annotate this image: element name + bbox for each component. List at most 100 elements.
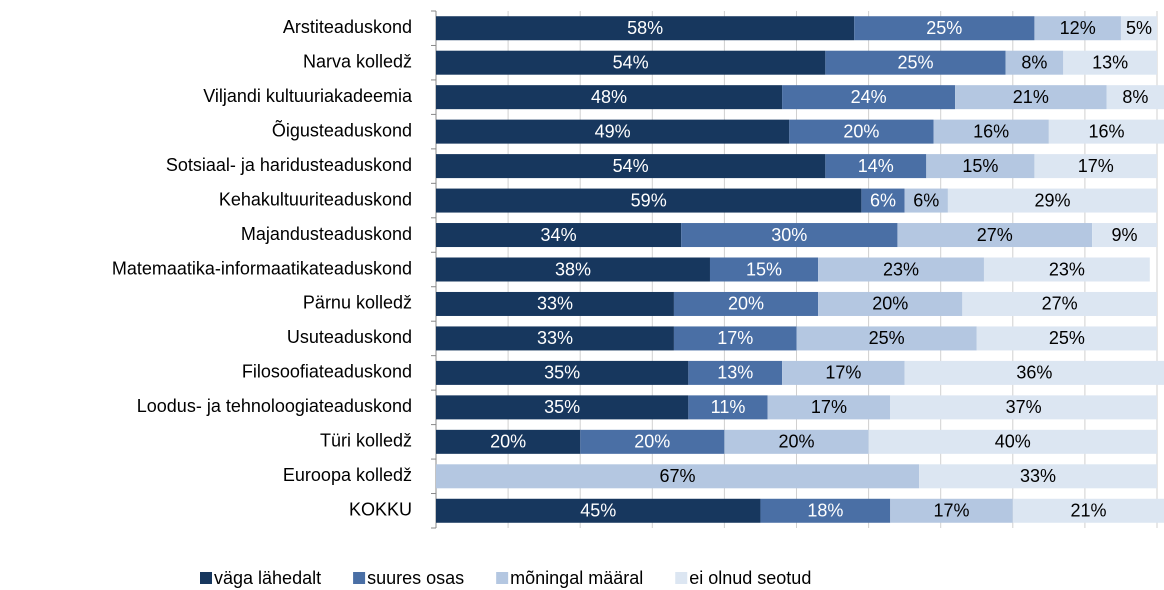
y-tick-label: Õigusteaduskond — [272, 119, 412, 140]
y-tick-label: Narva kolledž — [303, 51, 412, 71]
value-label: 35% — [544, 397, 580, 417]
value-label: 23% — [1049, 259, 1085, 279]
bar-segment — [436, 223, 682, 248]
bar-segment — [1034, 154, 1157, 179]
bar-segment — [436, 188, 862, 213]
bar-segment — [436, 291, 674, 316]
value-label: 37% — [1006, 397, 1042, 417]
value-label: 27% — [1042, 294, 1078, 314]
y-tick-label: Viljandi kultuuriakadeemia — [203, 86, 413, 106]
bar-segment — [976, 326, 1157, 351]
y-tick-label: Majandusteaduskond — [241, 224, 412, 244]
value-label: 33% — [1020, 466, 1056, 486]
value-label: 27% — [977, 225, 1013, 245]
value-label: 23% — [883, 259, 919, 279]
value-label: 8% — [1122, 87, 1148, 107]
bar-segment — [897, 223, 1093, 248]
bar-segment — [436, 154, 826, 179]
legend-label: väga lähedalt — [214, 568, 321, 588]
bar-segment — [767, 395, 891, 420]
bar-segment — [933, 119, 1049, 144]
bar-segment — [673, 291, 819, 316]
bar-segment — [436, 326, 674, 351]
bar-segment — [436, 395, 689, 420]
bar-segment — [436, 119, 790, 144]
bar-segment — [919, 464, 1157, 489]
value-label: 67% — [660, 466, 696, 486]
value-label: 24% — [851, 87, 887, 107]
bar-segment — [1106, 85, 1164, 110]
bar-segment — [1034, 16, 1121, 41]
value-label: 15% — [746, 259, 782, 279]
bar-segment — [436, 360, 689, 385]
value-label: 8% — [1021, 52, 1047, 72]
value-label: 48% — [591, 87, 627, 107]
value-label: 20% — [778, 432, 814, 452]
value-label: 59% — [631, 190, 667, 210]
value-label: 21% — [1013, 87, 1049, 107]
value-label: 21% — [1070, 501, 1106, 521]
bar-segment — [854, 16, 1035, 41]
value-label: 12% — [1060, 18, 1096, 38]
value-label: 54% — [613, 156, 649, 176]
value-label: 49% — [595, 121, 631, 141]
bar-segment — [789, 119, 934, 144]
value-label: 34% — [541, 225, 577, 245]
legend-swatch — [200, 572, 212, 584]
legend-swatch — [353, 572, 366, 584]
value-label: 6% — [913, 190, 939, 210]
value-label: 15% — [962, 156, 998, 176]
value-label: 54% — [613, 52, 649, 72]
value-label: 36% — [1016, 363, 1052, 383]
value-label: 16% — [1089, 121, 1125, 141]
bar-segment — [782, 360, 905, 385]
y-tick-label: Loodus- ja tehnoloogiateaduskond — [137, 396, 412, 416]
bar-segment — [825, 50, 1006, 75]
bar-segment — [1005, 50, 1064, 75]
value-label: 58% — [627, 18, 663, 38]
y-tick-label: KOKKU — [349, 500, 412, 520]
legend-label: ei olnud seotud — [689, 568, 811, 588]
legend-label: mõningal määral — [510, 568, 643, 588]
bar-segment — [782, 85, 956, 110]
bar-segment — [673, 326, 797, 351]
value-label: 25% — [897, 52, 933, 72]
y-tick-label: Pärnu kolledž — [303, 293, 412, 313]
value-label: 13% — [1092, 52, 1128, 72]
value-label: 20% — [843, 121, 879, 141]
y-tick-label: Matemaatika-informaatikateaduskond — [112, 258, 412, 278]
value-label: 11% — [711, 397, 746, 417]
bar-segment — [436, 50, 826, 75]
bar-segment — [926, 154, 1035, 179]
y-tick-label: Filosoofiateaduskond — [242, 362, 412, 382]
y-tick-label: Kehakultuuriteaduskond — [219, 189, 412, 209]
bar-segment — [1092, 223, 1157, 248]
legend-swatch — [675, 572, 688, 584]
bar-segment — [861, 188, 905, 213]
bar-segment — [983, 257, 1150, 282]
value-label: 25% — [1049, 328, 1085, 348]
value-label: 20% — [728, 294, 764, 314]
value-label: 5% — [1126, 18, 1152, 38]
bar-segment — [436, 257, 710, 282]
legend-label: suures osas — [367, 568, 464, 588]
y-tick-label: Usuteaduskond — [287, 327, 412, 347]
value-label: 18% — [807, 501, 843, 521]
bar-segment — [1120, 16, 1157, 41]
y-tick-label: Sotsiaal- ja haridusteaduskond — [166, 155, 412, 175]
value-label: 9% — [1112, 225, 1138, 245]
value-label: 35% — [544, 363, 580, 383]
bar-segment — [947, 188, 1157, 213]
value-label: 17% — [1078, 156, 1114, 176]
value-label: 6% — [870, 190, 896, 210]
bar-segment — [688, 395, 768, 420]
value-label: 20% — [872, 294, 908, 314]
y-tick-label: Euroopa kolledž — [283, 465, 412, 485]
value-label: 40% — [995, 432, 1031, 452]
value-label: 25% — [869, 328, 905, 348]
value-label: 20% — [490, 432, 526, 452]
y-tick-label: Arstiteaduskond — [283, 17, 412, 37]
value-label: 17% — [825, 363, 861, 383]
bar-segment — [890, 395, 1157, 420]
